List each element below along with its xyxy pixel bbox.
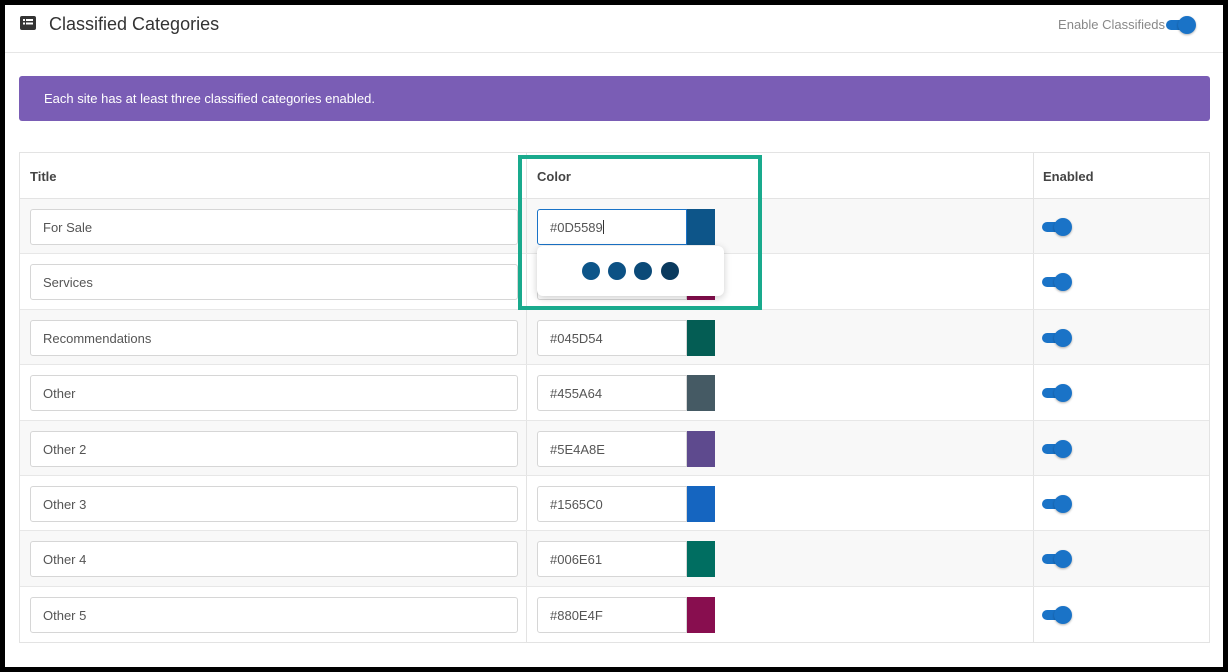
category-enabled-toggle[interactable] xyxy=(1042,328,1074,348)
category-title-input[interactable]: Other 2 xyxy=(30,430,518,467)
category-color-input[interactable]: #5E4A8E xyxy=(537,430,687,467)
color-shade-picker xyxy=(537,246,724,296)
shade-swatch[interactable] xyxy=(634,262,652,280)
category-enabled-toggle[interactable] xyxy=(1042,549,1074,569)
column-header-title: Title xyxy=(30,169,57,184)
category-title-input[interactable]: Other 3 xyxy=(30,485,518,522)
category-enabled-toggle[interactable] xyxy=(1042,272,1074,292)
column-header-enabled: Enabled xyxy=(1043,169,1094,184)
category-title-input[interactable]: Recommendations xyxy=(30,319,518,356)
color-swatch[interactable] xyxy=(687,541,715,578)
column-header-color: Color xyxy=(537,169,571,184)
table-row: Other 4 #006E61 xyxy=(20,531,1209,587)
text-caret xyxy=(602,220,604,234)
category-enabled-toggle[interactable] xyxy=(1042,439,1074,459)
color-hex-value: #1565C0 xyxy=(550,496,603,512)
categories-table: Title Color Enabled For Sale #0D5589 Servi… xyxy=(19,152,1210,644)
color-swatch[interactable] xyxy=(687,596,715,633)
list-icon xyxy=(20,16,36,30)
color-swatch[interactable] xyxy=(687,209,715,245)
category-enabled-toggle[interactable] xyxy=(1042,605,1074,625)
color-hex-value: #006E61 xyxy=(550,552,603,568)
table-row: Recommendations #045D54 xyxy=(20,309,1209,366)
highlight-box xyxy=(518,155,762,310)
color-swatch[interactable] xyxy=(687,485,715,522)
table-header: Title Color Enabled xyxy=(20,153,1209,199)
table-row: Other 2 #5E4A8E xyxy=(20,420,1209,476)
color-hex-value: #0D5589 xyxy=(550,220,603,235)
category-title-input[interactable]: Services xyxy=(30,264,518,301)
classified-categories-panel: Classified Categories Enable Classifieds… xyxy=(5,5,1223,667)
category-color-input[interactable]: #455A64 xyxy=(537,375,687,412)
shade-swatch[interactable] xyxy=(582,262,600,280)
info-banner: Each site has at least three classified … xyxy=(19,76,1210,121)
color-hex-value: #5E4A8E xyxy=(550,441,605,457)
table-row: For Sale #0D5589 xyxy=(20,199,1209,255)
table-row: Other 5 #880E4F xyxy=(20,586,1209,643)
category-title-input[interactable]: Other 5 xyxy=(30,596,518,633)
category-title-input[interactable]: For Sale xyxy=(30,209,518,245)
category-enabled-toggle[interactable] xyxy=(1042,217,1074,237)
category-color-input[interactable]: #0D5589 xyxy=(537,209,687,245)
color-hex-value: #455A64 xyxy=(550,386,603,402)
panel-header: Classified Categories Enable Classifieds xyxy=(5,5,1223,53)
category-title-input[interactable]: Other 4 xyxy=(30,541,518,578)
shade-swatch[interactable] xyxy=(661,262,679,280)
color-swatch[interactable] xyxy=(687,319,715,356)
category-color-input[interactable]: #045D54 xyxy=(537,319,687,356)
category-title-input[interactable]: Other xyxy=(30,375,518,412)
color-swatch[interactable] xyxy=(687,375,715,412)
category-color-input[interactable]: #006E61 xyxy=(537,541,687,578)
category-enabled-toggle[interactable] xyxy=(1042,494,1074,514)
category-color-input[interactable]: #1565C0 xyxy=(537,485,687,522)
table-row: Other #455A64 xyxy=(20,365,1209,421)
color-hex-value: #880E4F xyxy=(550,607,603,623)
table-body: For Sale #0D5589 Services #880E4F Recommenda… xyxy=(20,199,1209,643)
color-hex-value: #045D54 xyxy=(550,330,603,346)
category-color-input[interactable]: #880E4F xyxy=(537,596,687,633)
shade-swatch[interactable] xyxy=(608,262,626,280)
color-swatch[interactable] xyxy=(687,430,715,467)
enable-classifieds-toggle[interactable] xyxy=(1166,15,1198,35)
table-row: Other 3 #1565C0 xyxy=(20,475,1209,532)
enable-classifieds-label: Enable Classifieds xyxy=(1058,17,1165,32)
category-enabled-toggle[interactable] xyxy=(1042,383,1074,403)
page-title: Classified Categories xyxy=(49,14,220,34)
